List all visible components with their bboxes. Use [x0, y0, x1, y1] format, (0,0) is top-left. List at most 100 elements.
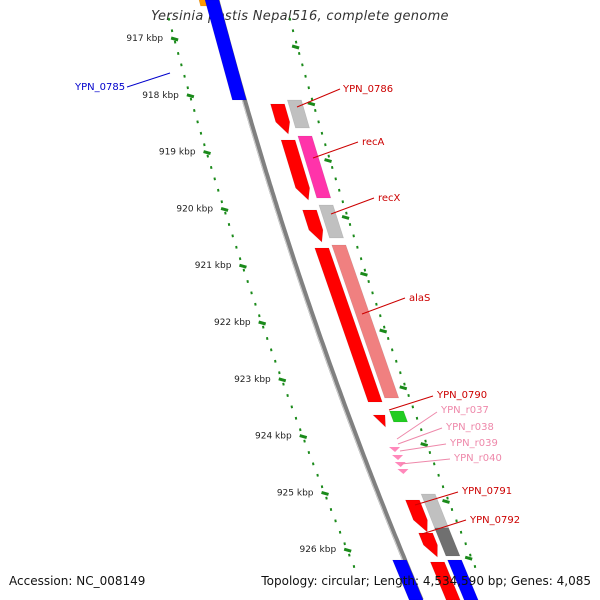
tick-dot: [352, 565, 356, 568]
tick-dot: [329, 508, 333, 511]
tick-dot: [250, 291, 253, 295]
tick-dot: [299, 428, 302, 432]
tick-dot: [304, 74, 307, 78]
hit-rna-green-block: [389, 410, 409, 423]
tick-dot: [180, 63, 183, 67]
scale-major-tick-right: [420, 442, 429, 448]
label-ypn0785: YPN_0785: [74, 82, 125, 93]
tick-dot: [356, 245, 359, 249]
scale-major-tick-right: [307, 101, 316, 107]
tick-dot: [334, 519, 337, 523]
tick-dot: [411, 405, 415, 409]
scale-label: 925 kbp: [277, 488, 314, 498]
tick-dot: [407, 394, 410, 397]
tick-dot: [269, 348, 273, 352]
scale-major-tick-right: [324, 158, 332, 164]
tick-dot: [437, 473, 440, 477]
label-ypn0786: YPN_0786: [342, 84, 393, 95]
scale-major-tick-right: [379, 328, 388, 334]
scale-major-tick-right: [360, 271, 368, 277]
tick-dot: [265, 337, 269, 340]
tick-dot: [290, 405, 294, 409]
tick-dot: [183, 74, 186, 78]
rna-arrow-1: [389, 447, 401, 452]
scale-major-tick: [278, 377, 287, 383]
tick-dot: [282, 382, 285, 386]
label-ypn0791: YPN_0791: [461, 486, 512, 497]
scale-major-tick: [239, 263, 247, 269]
tick-dot: [220, 200, 224, 204]
tick-dot: [258, 314, 261, 318]
accession-label: Accession: NC_008149: [9, 574, 146, 588]
tick-dot: [235, 245, 238, 249]
gene-reverse-bottom-block: [392, 559, 424, 600]
tick-dot: [379, 314, 382, 318]
gene-reca-block: [280, 139, 310, 201]
tick-dot: [363, 268, 367, 272]
tick-dot: [420, 428, 423, 432]
hit-alas-block: [331, 244, 400, 399]
scale-labels: 917 kbp 918 kbp 919 kbp 920 kbp 921 kbp 922 k…: [126, 34, 473, 561]
gene-labels: YPN_0785 YPN_0786 recA recX alaS YPN_0790 YPN_…: [74, 72, 520, 535]
tick-dot: [311, 462, 315, 466]
tick-dot: [297, 52, 301, 55]
tick-dot: [375, 302, 378, 306]
scale-label: 924 kbp: [255, 432, 292, 442]
tick-dot: [203, 143, 206, 147]
scale-label: 918 kbp: [142, 91, 179, 101]
tick-dot: [371, 291, 374, 295]
tick-dot: [231, 234, 234, 238]
scale-ticks-right: [288, 17, 477, 568]
tick-dot: [338, 530, 342, 534]
scale-major-tick: [343, 547, 352, 553]
scale-ticks-left: [167, 17, 356, 568]
label-ypn0791-leader: [414, 491, 459, 506]
scale-major-tick: [299, 434, 308, 440]
tick-dot: [345, 211, 348, 215]
tick-dot: [262, 325, 265, 329]
tick-dot: [338, 188, 341, 192]
tick-dot: [294, 416, 298, 420]
tick-dot: [441, 485, 445, 489]
tick-dot: [464, 542, 467, 546]
tick-dot: [278, 371, 281, 375]
scale-label: 919 kbp: [159, 148, 196, 158]
tick-dot: [343, 542, 346, 546]
label-ypn0792: YPN_0792: [469, 515, 520, 526]
hit-ypn0792-block: [434, 527, 461, 557]
map-title: Yersinia pestis Nepal516, complete genom…: [151, 9, 449, 24]
hit-ypn0786-block: [286, 99, 310, 129]
tick-dot: [307, 86, 310, 90]
scale-label: 917 kbp: [126, 34, 163, 44]
label-ypn0790: YPN_0790: [436, 390, 487, 401]
tick-dot: [189, 97, 193, 101]
label-reca: recA: [362, 137, 385, 148]
tick-dot: [446, 496, 449, 500]
label-alas: alaS: [409, 293, 430, 304]
tick-dot: [386, 337, 390, 340]
label-reca-leader: [312, 141, 359, 159]
tick-dot: [310, 97, 314, 101]
scale-major-tick: [258, 320, 267, 326]
scale-major-tick: [186, 93, 195, 99]
scale-major-tick: [170, 36, 179, 42]
gene-recx-block: [302, 209, 324, 243]
tick-dot: [303, 439, 306, 443]
tick-dot: [390, 348, 394, 352]
hit-bottom-block: [447, 559, 479, 600]
tick-dot: [473, 565, 477, 568]
label-ypn-r037: YPN_r037: [440, 405, 489, 416]
tick-dot: [274, 359, 277, 363]
label-ypn-r038: YPN_r038: [445, 422, 494, 433]
rna-arrow-3: [394, 462, 406, 467]
genome-summary: Topology: circular; Length: 4,534,590 bp…: [261, 574, 591, 588]
tick-dot: [352, 234, 355, 238]
tick-dot: [288, 17, 292, 21]
scale-major-tick-right: [291, 44, 300, 50]
scale-major-tick: [220, 206, 229, 212]
tick-dot: [227, 223, 231, 226]
tick-dot: [213, 177, 216, 181]
scale-major-tick-right: [341, 214, 350, 220]
tick-dot: [294, 40, 298, 44]
tick-dot: [170, 29, 174, 33]
